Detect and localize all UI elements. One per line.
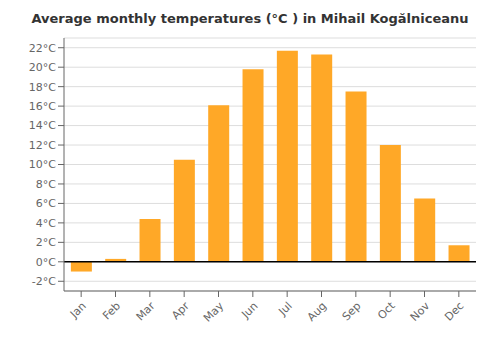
svg-text:Mar: Mar bbox=[134, 299, 158, 323]
svg-text:-2°C: -2°C bbox=[32, 275, 56, 288]
svg-text:8°C: 8°C bbox=[36, 178, 56, 191]
svg-text:Oct: Oct bbox=[375, 299, 398, 322]
svg-text:0°C: 0°C bbox=[36, 256, 56, 269]
svg-text:Nov: Nov bbox=[408, 299, 433, 324]
svg-text:Jul: Jul bbox=[276, 299, 295, 318]
svg-text:Apr: Apr bbox=[169, 299, 192, 322]
svg-text:22°C: 22°C bbox=[29, 42, 56, 55]
svg-text:2°C: 2°C bbox=[36, 236, 56, 249]
svg-text:10°C: 10°C bbox=[29, 158, 56, 171]
svg-text:16°C: 16°C bbox=[29, 100, 56, 113]
svg-text:14°C: 14°C bbox=[29, 119, 56, 132]
svg-text:Jan: Jan bbox=[67, 299, 89, 321]
svg-text:18°C: 18°C bbox=[29, 81, 56, 94]
svg-text:Dec: Dec bbox=[442, 299, 466, 323]
html-text:Average monthly temperatures (: Average monthly temperatures (°C ) in Mi… bbox=[31, 11, 469, 26]
svg-text:20°C: 20°C bbox=[29, 61, 56, 74]
svg-text:6°C: 6°C bbox=[36, 197, 56, 210]
svg-text:12°C: 12°C bbox=[29, 139, 56, 152]
svg-text:Aug: Aug bbox=[305, 299, 329, 323]
svg-text:May: May bbox=[201, 299, 227, 325]
svg-text:Jun: Jun bbox=[238, 299, 260, 321]
svg-text:4°C: 4°C bbox=[36, 217, 56, 230]
svg-text:Sep: Sep bbox=[340, 299, 364, 323]
svg-text:Feb: Feb bbox=[100, 299, 123, 322]
